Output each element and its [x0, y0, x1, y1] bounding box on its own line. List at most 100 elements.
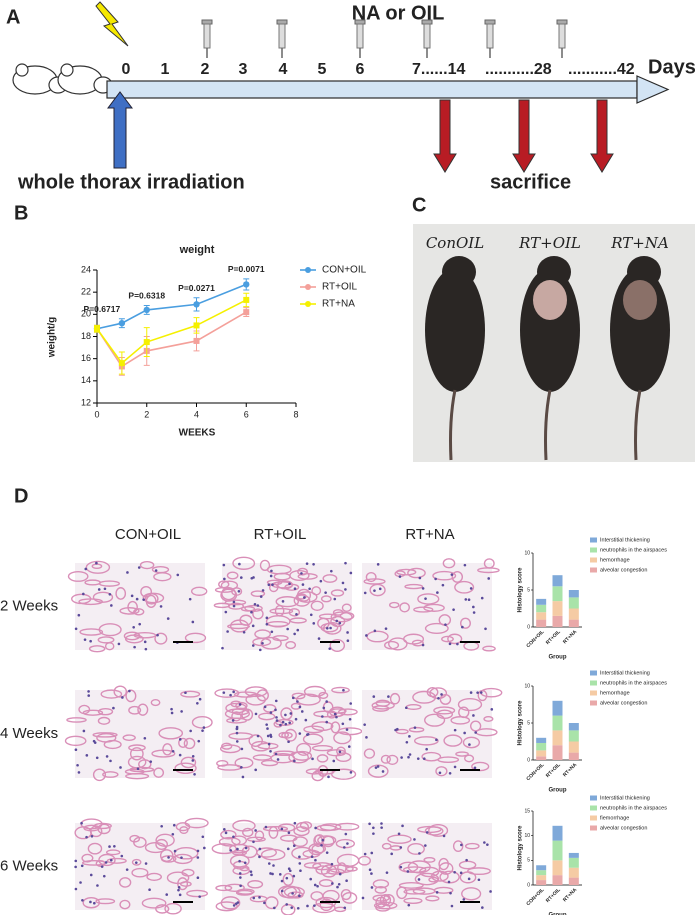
nucleus [269, 574, 273, 578]
nucleus [298, 862, 302, 865]
tissue [180, 690, 201, 698]
tissue [227, 623, 251, 630]
nucleus [201, 835, 205, 839]
nucleus [349, 771, 353, 774]
legend-swatch [590, 537, 597, 543]
syringe [354, 19, 366, 25]
legend-swatch [590, 805, 597, 811]
tissue [181, 868, 195, 877]
legend-label: alveolar congestion [600, 700, 647, 706]
tissue [231, 711, 242, 722]
y-tick-label: 15 [524, 808, 530, 814]
tissue [438, 857, 450, 871]
nucleus [74, 627, 78, 631]
nucleus [79, 881, 82, 884]
nucleus [196, 701, 199, 705]
tissue [260, 636, 282, 650]
tissue [461, 887, 482, 901]
nucleus [293, 632, 296, 636]
nucleus [288, 721, 291, 725]
tissue [227, 602, 244, 610]
nucleus [440, 693, 443, 696]
nucleus [166, 617, 170, 620]
nucleus [489, 890, 492, 893]
nucleus [274, 752, 278, 756]
nucleus [349, 702, 352, 705]
irradiation-note: whole thorax irradiation [17, 171, 245, 193]
timeline [106, 80, 638, 99]
nucleus [198, 895, 201, 898]
nucleus [87, 694, 91, 697]
tissue [274, 604, 285, 617]
tissue [85, 560, 111, 574]
tissue [214, 688, 240, 698]
tissue [374, 886, 388, 894]
tissue [92, 768, 107, 782]
nucleus [178, 738, 182, 741]
nucleus [165, 893, 169, 896]
bar-segment [552, 575, 563, 587]
nucleus [344, 561, 347, 565]
tissue [97, 707, 114, 716]
group-header: RT+OIL [254, 526, 307, 543]
nucleus [472, 714, 475, 717]
tissue [412, 887, 436, 895]
tissue [231, 587, 243, 596]
tissue [302, 733, 324, 746]
nucleus [251, 644, 255, 647]
y-tick-label: 16 [81, 353, 91, 363]
nucleus [232, 904, 236, 907]
bar-segment [552, 860, 563, 876]
nucleus [301, 583, 305, 586]
nucleus [325, 720, 329, 724]
timeline-label: 5 [318, 61, 327, 78]
tissue [245, 693, 266, 706]
legend-swatch [590, 825, 597, 831]
nucleus [380, 826, 383, 829]
bar-segment [552, 715, 563, 731]
point [118, 320, 126, 327]
irradiation-icon [95, 1, 129, 47]
nucleus [201, 729, 204, 732]
group-header: RT+NA [405, 526, 454, 543]
nucleus [385, 871, 389, 874]
tissue [88, 645, 106, 653]
tissue [375, 903, 391, 912]
nucleus [373, 589, 376, 592]
bar-segment [536, 612, 547, 620]
nucleus [289, 712, 293, 715]
x-axis-label: WEEKS [179, 428, 216, 439]
p-value: P=0.0071 [228, 264, 265, 274]
tissue [403, 897, 423, 904]
nucleus [372, 832, 375, 835]
tissue [106, 857, 127, 864]
irradiation-arrow [107, 91, 133, 169]
tissue [232, 556, 256, 570]
nucleus [265, 723, 268, 726]
nucleus [436, 591, 439, 594]
tissue [459, 871, 477, 884]
nucleus [373, 629, 377, 633]
tissue [477, 689, 488, 702]
nucleus [267, 862, 271, 865]
point [243, 281, 250, 288]
nucleus [284, 713, 287, 717]
bar-segment [552, 840, 563, 861]
nucleus [236, 847, 239, 851]
tissue [177, 877, 189, 891]
nucleus [130, 594, 134, 598]
x-tick-label: RT+OIL [545, 887, 562, 904]
nucleus [80, 821, 83, 825]
tissue [79, 628, 104, 636]
tissue [179, 881, 192, 887]
point [143, 339, 150, 346]
nucleus [258, 847, 262, 851]
nucleus [203, 846, 206, 850]
tissue [452, 840, 464, 853]
nucleus [421, 643, 425, 647]
tissue [423, 856, 436, 863]
nucleus [189, 729, 192, 733]
nucleus [281, 720, 285, 724]
tissue [220, 896, 241, 910]
bar-segment [536, 598, 547, 605]
